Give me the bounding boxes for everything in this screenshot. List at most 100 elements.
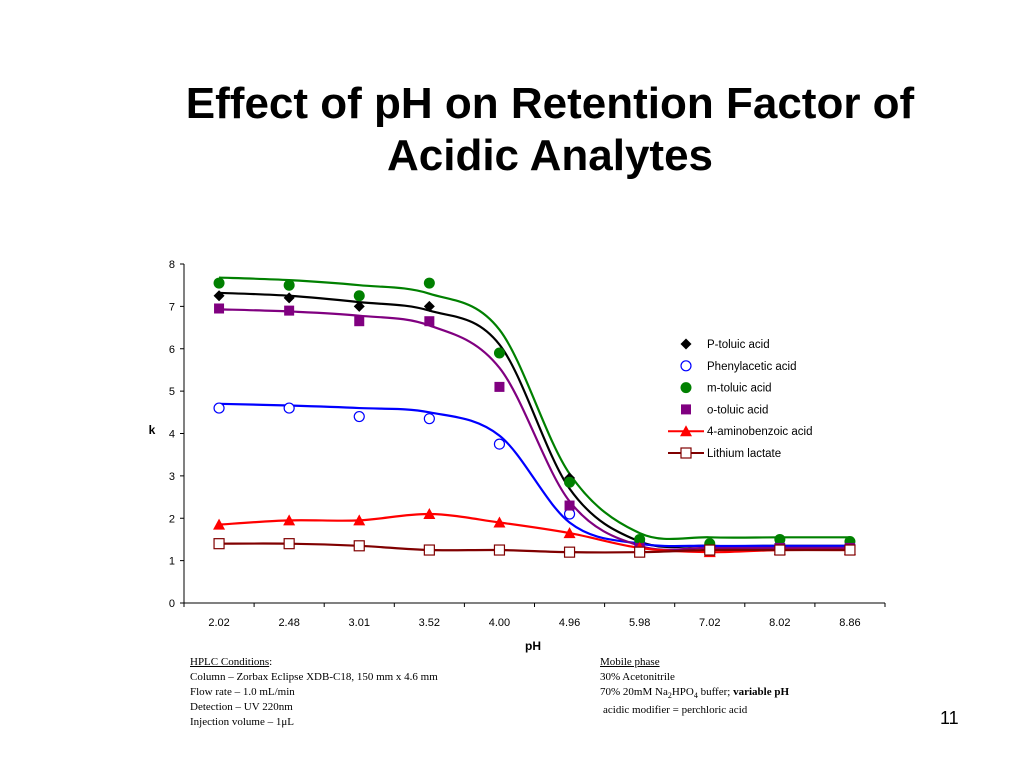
fit-line — [219, 291, 850, 549]
legend-marker — [681, 404, 691, 415]
hplc-heading-colon: : — [269, 656, 273, 668]
data-point — [423, 277, 435, 289]
legend-label: o-toluic acid — [707, 404, 768, 416]
flow-rate-text: Flow rate – 1.0 mL/min — [190, 686, 295, 698]
acidic-modifier-text: acidic modifier = perchloric acid — [603, 704, 748, 717]
data-point — [283, 514, 296, 526]
buffer-text: 70% 20mM Na2HPO4 buffer; variable pH — [600, 686, 789, 701]
data-point — [353, 410, 365, 423]
data-point — [423, 413, 435, 425]
data-point — [284, 305, 295, 316]
data-point — [283, 279, 295, 291]
data-point — [844, 544, 856, 556]
x-tick-label: 2.02 — [208, 617, 229, 629]
fit-line — [219, 402, 850, 548]
data-point — [213, 538, 225, 550]
y-tick-label: 4 — [169, 429, 175, 441]
title-line-2: Acidic Analytes — [386, 131, 714, 180]
title-line-1: Effect of pH on Retention Factor of — [185, 79, 915, 128]
data-point — [423, 544, 435, 556]
y-tick-label: 3 — [169, 471, 175, 483]
x-axis-label: pH — [525, 639, 541, 653]
legend-label: 4-aminobenzoic acid — [707, 426, 812, 438]
chart-axes: 0 1 2 3 4 5 6 7 8 2.02 2.48 3.01 3.52 4.00 4.96 5.98 7.0… — [169, 259, 886, 629]
x-tick-label: 3.52 — [419, 617, 440, 629]
x-tick-label: 2.48 — [278, 617, 299, 629]
data-point — [564, 500, 575, 511]
data-point — [704, 544, 716, 556]
y-tick-label: 1 — [169, 556, 175, 568]
data-point — [354, 316, 365, 327]
slide-number: 11 — [940, 708, 959, 728]
hplc-conditions-heading: HPLC Conditions — [190, 656, 270, 668]
data-point — [353, 514, 366, 526]
data-point — [214, 303, 225, 314]
legend-label: P-toluic acid — [707, 339, 770, 351]
data-point — [283, 292, 295, 304]
data-point — [353, 300, 365, 312]
data-point — [213, 277, 225, 289]
slide-title: Effect of pH on Retention Factor of Acid… — [100, 78, 1000, 182]
data-point — [283, 402, 295, 414]
x-tick-label: 8.86 — [839, 617, 860, 629]
variable-ph-text: variable pH — [733, 686, 789, 698]
data-point — [494, 381, 505, 392]
chart-legend: P-toluic acid Phenylacetic acid m-toluic a… — [668, 338, 812, 460]
data-point — [213, 290, 225, 302]
acetonitrile-text: 30% Acetonitrile — [600, 671, 675, 683]
y-axis-label: k — [149, 423, 156, 437]
data-point — [493, 438, 506, 450]
fit-line — [218, 512, 850, 554]
legend-label: m-toluic acid — [707, 383, 772, 395]
x-tick-label: 3.01 — [349, 617, 370, 629]
data-point — [423, 300, 435, 312]
detection-text: Detection – UV 220nm — [190, 701, 293, 713]
data-point — [563, 527, 576, 539]
legend-marker — [680, 360, 692, 372]
y-tick-label: 2 — [169, 513, 175, 525]
data-point — [353, 290, 365, 302]
legend-marker — [680, 338, 692, 350]
y-tick-label: 8 — [169, 259, 175, 271]
data-point — [493, 516, 506, 528]
data-point — [563, 546, 576, 558]
data-point — [493, 347, 505, 359]
x-tick-label: 4.96 — [559, 617, 580, 629]
data-point — [634, 533, 646, 545]
y-tick-label: 7 — [169, 301, 175, 313]
fit-lines — [218, 276, 850, 554]
data-point — [564, 476, 576, 488]
legend-label: Phenylacetic acid — [707, 361, 797, 373]
data-point — [493, 544, 506, 556]
injection-volume-text: Injection volume – 1μL — [190, 716, 294, 728]
data-point — [774, 544, 786, 556]
legend-marker — [680, 425, 692, 437]
x-tick-label: 7.02 — [699, 617, 720, 629]
data-point — [213, 402, 225, 414]
data-point — [424, 316, 435, 327]
fit-line — [219, 542, 850, 554]
x-tick-label: 4.00 — [489, 617, 510, 629]
data-markers — [213, 277, 856, 558]
data-point — [213, 518, 226, 530]
data-point — [353, 540, 365, 552]
data-point — [634, 546, 646, 558]
fit-line — [219, 276, 850, 541]
mobile-phase: Mobile phase 30% Acetonitrile 70% 20mM N… — [600, 655, 789, 718]
legend-label: Lithium lactate — [707, 448, 781, 460]
data-point — [423, 508, 436, 520]
y-tick-label: 0 — [169, 598, 175, 610]
y-tick-label: 6 — [169, 344, 175, 356]
data-point — [774, 533, 786, 545]
fit-line — [219, 308, 850, 551]
column-text: Column – Zorbax Eclipse XDB-C18, 150 mm … — [190, 671, 438, 683]
mobile-phase-heading: Mobile phase — [600, 656, 660, 668]
data-point — [283, 538, 295, 550]
legend-marker — [680, 447, 692, 459]
x-tick-label: 5.98 — [629, 617, 650, 629]
legend-marker — [680, 382, 692, 394]
hplc-conditions: HPLC Conditions: Column – Zorbax Eclipse… — [190, 655, 438, 730]
y-tick-label: 5 — [169, 386, 175, 398]
x-tick-label: 8.02 — [769, 617, 790, 629]
